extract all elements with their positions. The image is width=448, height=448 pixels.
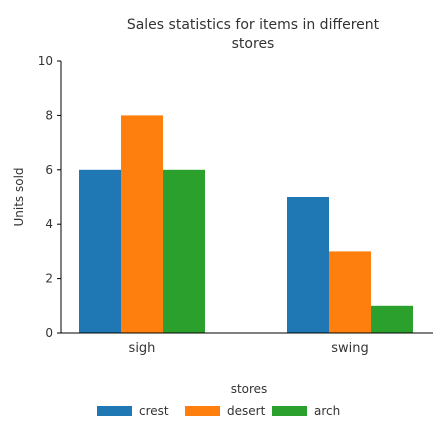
y-tick-label-2: 2 (45, 272, 53, 286)
chart-title-line-2: stores (232, 36, 275, 52)
y-tick-label-10: 10 (38, 54, 53, 68)
legend-swatch-desert (185, 406, 220, 416)
x-axis-label: stores (231, 382, 268, 396)
x-tick-label-swing: swing (331, 341, 369, 356)
y-tick-label-0: 0 (45, 326, 53, 340)
chart-title-line-1: Sales statistics for items in different (127, 17, 380, 33)
chart-title: Sales statistics for items in different … (127, 17, 380, 52)
legend-swatch-arch (272, 406, 307, 416)
bar-crest-swing (287, 197, 329, 333)
bar-arch-sigh (163, 169, 205, 333)
plot-area (60, 61, 433, 334)
y-tick-label-8: 8 (45, 108, 53, 122)
bar-crest-sigh (79, 169, 121, 333)
legend-label-arch: arch (314, 404, 340, 418)
legend-label-desert: desert (227, 404, 266, 418)
legend-swatch-crest (97, 406, 132, 416)
legend-label-crest: crest (139, 404, 169, 418)
y-tick-label-6: 6 (45, 163, 53, 177)
y-axis-ticks: 0 2 4 6 8 10 (38, 54, 61, 340)
legend: crest desert arch (97, 404, 340, 418)
x-tick-label-sigh: sigh (129, 341, 156, 356)
bar-desert-sigh (121, 115, 163, 334)
y-tick-label-4: 4 (45, 217, 53, 231)
x-axis-categories: sigh swing (129, 341, 369, 356)
y-axis-label: Units sold (12, 167, 26, 226)
bar-desert-swing (329, 251, 371, 333)
bar-arch-swing (371, 305, 413, 333)
